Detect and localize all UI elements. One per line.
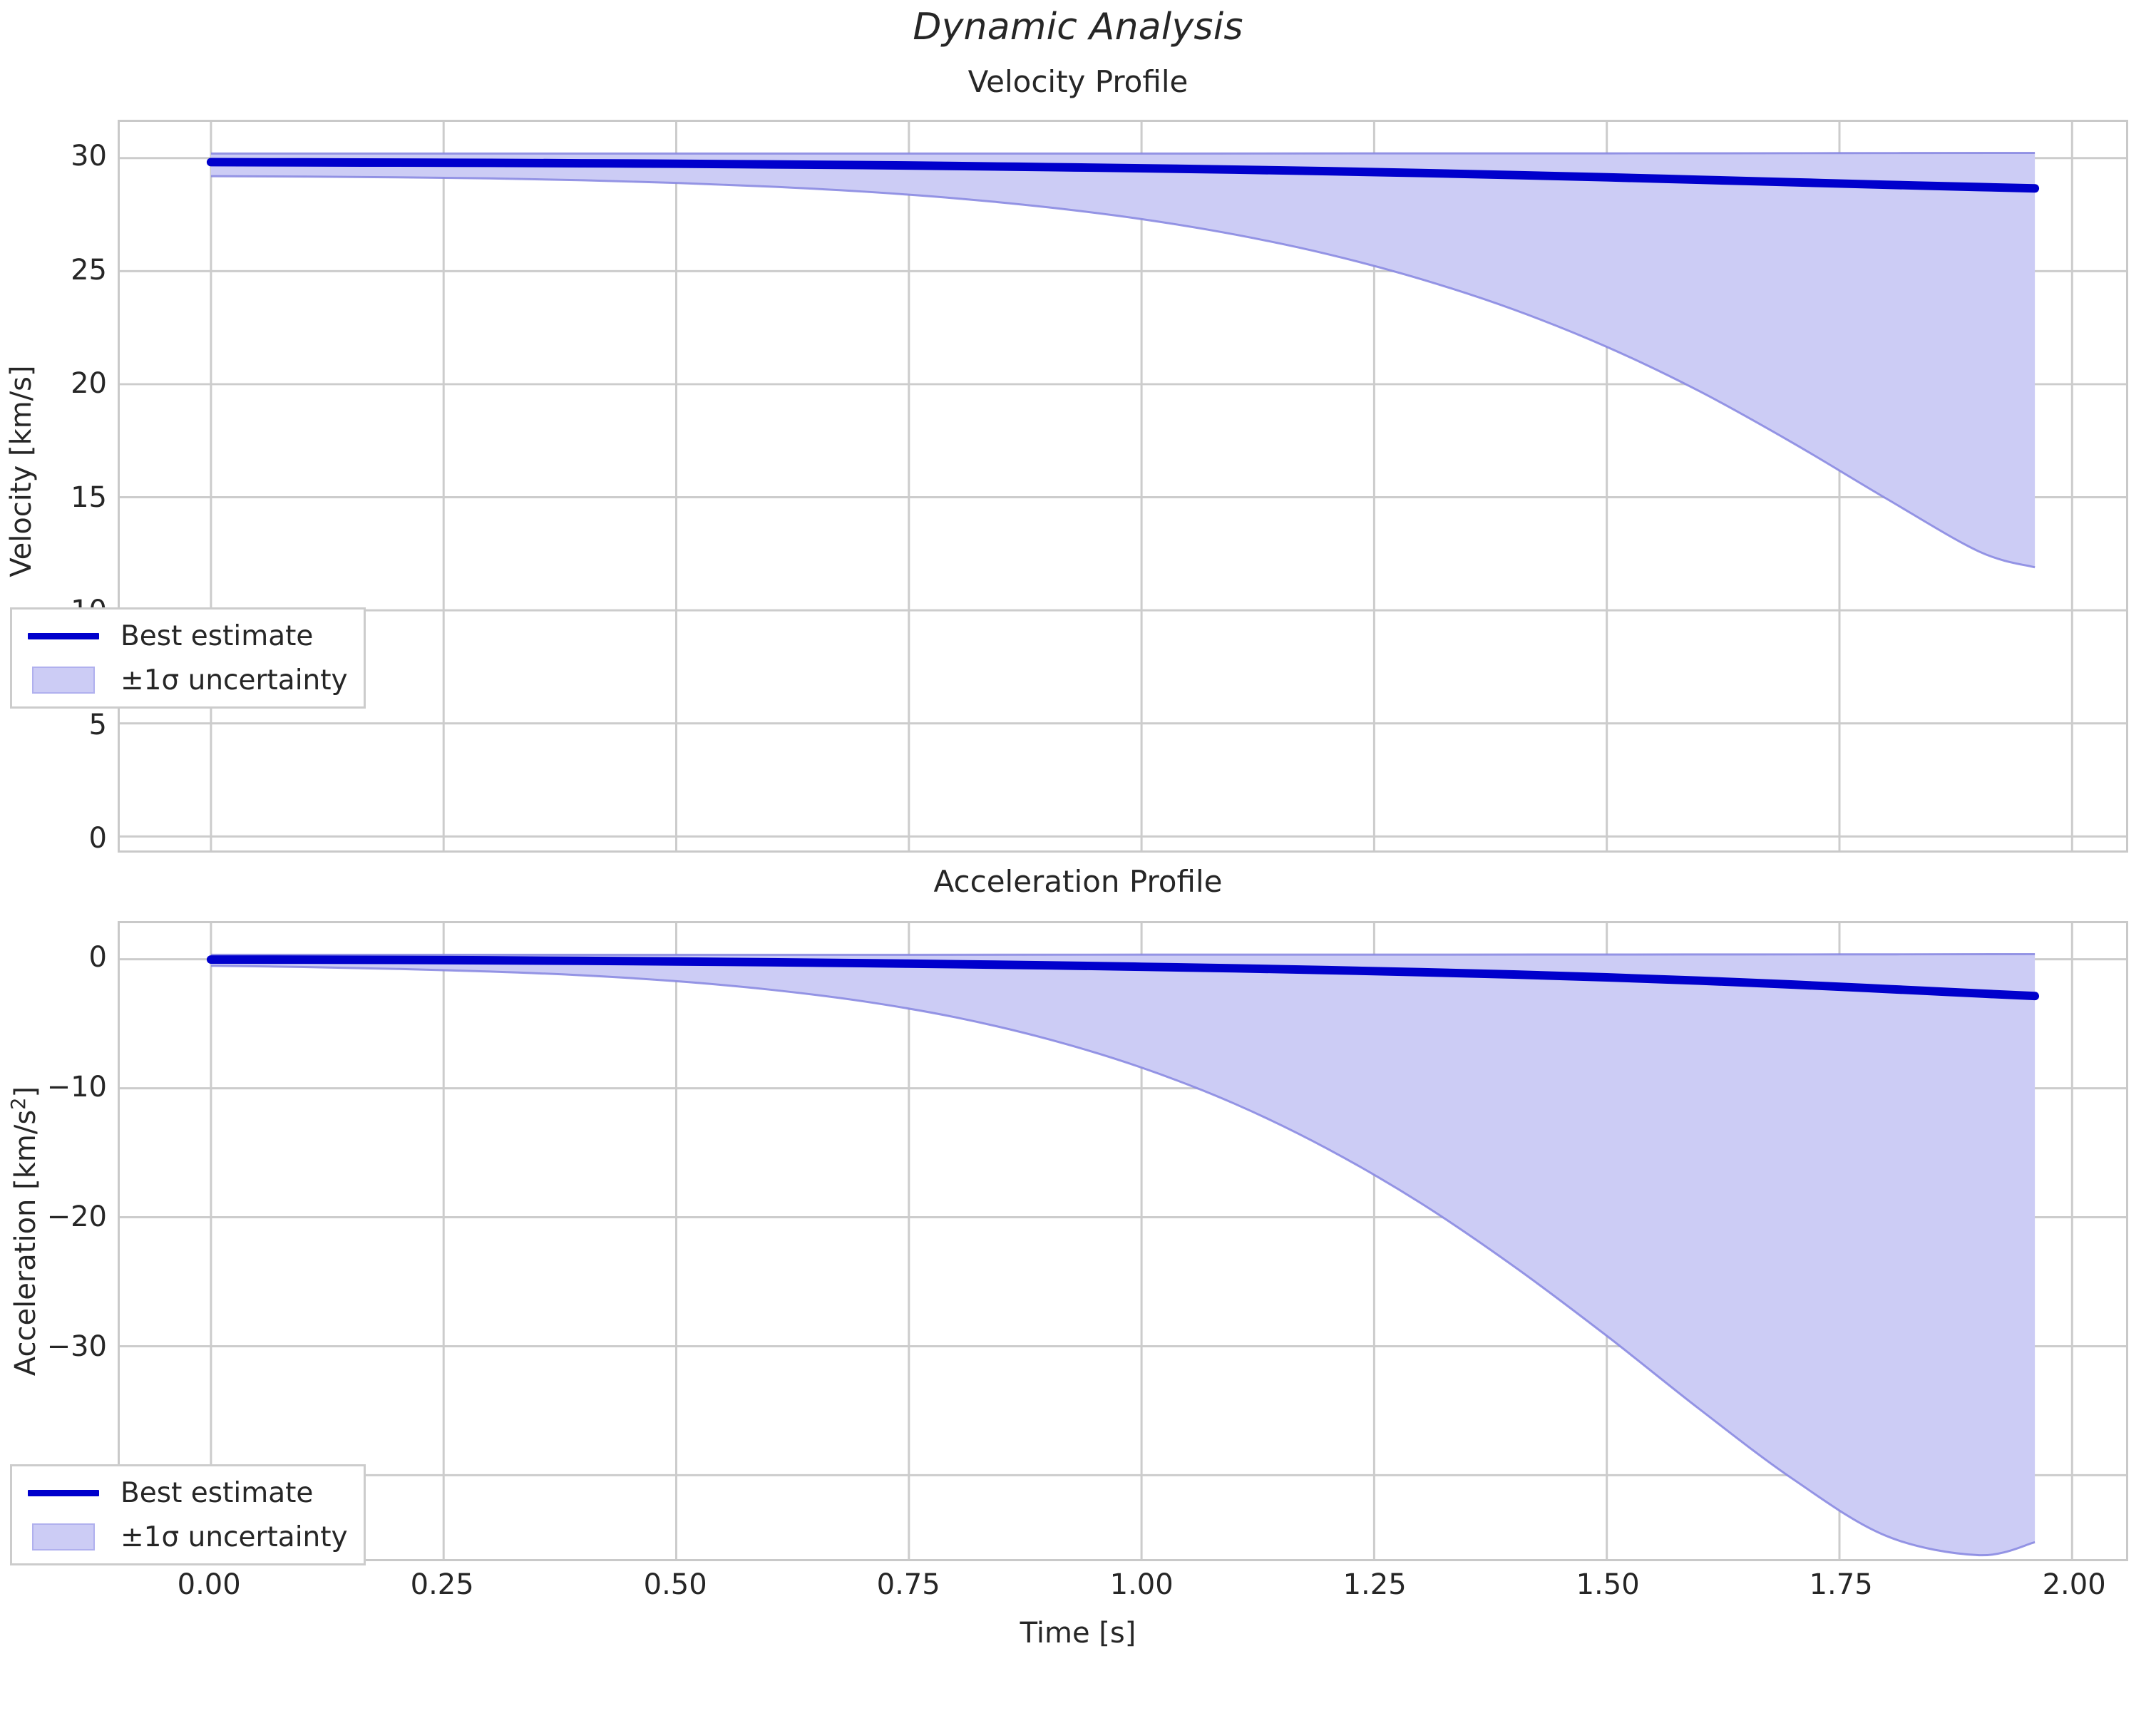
acceleration-ytick-3: −30 (46, 1330, 107, 1364)
xtick-8: 2.00 (2042, 1568, 2106, 1601)
legend-line-swatch (25, 619, 102, 652)
velocity-axis-label: Velocity [km/s] (5, 365, 38, 577)
legend-line-label: Best estimate (120, 1476, 314, 1509)
velocity-ytick-6: 30 (71, 140, 107, 173)
x-axis-label: Time [s] (1020, 1617, 1136, 1650)
xtick-3: 0.75 (876, 1568, 940, 1601)
legend-row-band: ±1σ uncertainty (25, 1521, 348, 1553)
velocity-plot-svg (120, 122, 2126, 850)
acceleration-axes (118, 921, 2128, 1561)
xtick-6: 1.50 (1576, 1568, 1640, 1601)
xtick-0: 0.00 (177, 1568, 241, 1601)
acceleration-legend: Best estimate ±1σ uncertainty (10, 1464, 366, 1565)
legend-row-line: Best estimate (25, 619, 348, 652)
xtick-4: 1.00 (1109, 1568, 1174, 1601)
xtick-2: 0.50 (643, 1568, 707, 1601)
figure-suptitle: Dynamic Analysis (913, 6, 1243, 48)
acceleration-plot-svg (120, 923, 2126, 1559)
acceleration-axis-label-tail: ] (9, 1086, 43, 1098)
acceleration-axis-label: Acceleration [km/s2] (8, 1086, 43, 1377)
legend-row-band: ±1σ uncertainty (25, 664, 348, 696)
xtick-1: 0.25 (410, 1568, 474, 1601)
legend-band-swatch (25, 664, 102, 696)
velocity-axes (118, 120, 2128, 853)
acceleration-ytick-2: −20 (46, 1200, 107, 1234)
velocity-panel-title: Velocity Profile (967, 64, 1189, 99)
legend-line-label: Best estimate (120, 619, 314, 652)
velocity-ytick-0: 0 (88, 822, 107, 855)
velocity-ytick-3: 15 (71, 480, 107, 514)
velocity-ytick-1: 5 (88, 708, 107, 741)
legend-row-line: Best estimate (25, 1476, 348, 1509)
velocity-ytick-4: 20 (71, 367, 107, 401)
acceleration-ytick-0: 0 (88, 941, 107, 974)
xtick-7: 1.75 (1809, 1568, 1873, 1601)
velocity-legend: Best estimate ±1σ uncertainty (10, 607, 366, 709)
legend-band-swatch (25, 1521, 102, 1553)
acceleration-axis-label-text: Acceleration [km/s (9, 1109, 43, 1377)
velocity-ytick-5: 25 (71, 253, 107, 287)
acceleration-panel-title: Acceleration Profile (933, 864, 1223, 899)
acceleration-axis-label-exponent: 2 (7, 1097, 30, 1110)
legend-band-label: ±1σ uncertainty (120, 664, 348, 696)
legend-band-label: ±1σ uncertainty (120, 1521, 348, 1553)
xtick-5: 1.25 (1343, 1568, 1407, 1601)
acceleration-ytick-1: −10 (46, 1071, 107, 1104)
legend-line-swatch (25, 1476, 102, 1509)
